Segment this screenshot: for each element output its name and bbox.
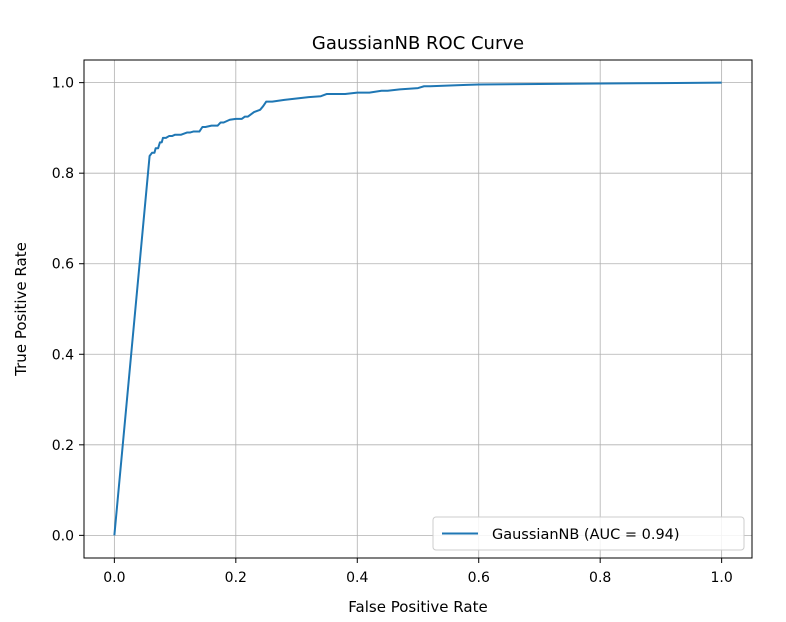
y-tick-label: 0.4 xyxy=(52,347,74,363)
x-tick-label: 0.6 xyxy=(468,570,490,586)
x-tick-label: 0.4 xyxy=(346,570,368,586)
x-tick-label: 0.0 xyxy=(103,570,125,586)
series-layer xyxy=(113,81,722,536)
legend-box xyxy=(432,516,745,551)
y-tick-label: 0.0 xyxy=(52,528,74,544)
y-axis-ticks: 0.0 0.2 0.4 0.6 0.8 1.0 xyxy=(52,76,84,544)
y-tick-label: 1.0 xyxy=(52,76,74,92)
grid-lines xyxy=(84,60,752,558)
y-tick-label: 0.8 xyxy=(52,166,74,182)
axes-frame xyxy=(83,59,753,559)
y-tick-label: 0.6 xyxy=(52,257,74,273)
y-tick-label: 0.2 xyxy=(52,438,74,454)
chart-title: GaussianNB ROC Curve xyxy=(312,33,524,54)
legend: GaussianNB (AUC = 0.94) xyxy=(432,516,745,551)
y-axis-label: True Positive Rate xyxy=(12,242,30,377)
x-axis-label: False Positive Rate xyxy=(348,598,487,616)
x-tick-label: 1.0 xyxy=(711,570,733,586)
legend-label: GaussianNB (AUC = 0.94) xyxy=(492,527,680,543)
x-tick-label: 0.2 xyxy=(225,570,247,586)
roc-curve-line xyxy=(113,81,722,536)
x-tick-label: 0.8 xyxy=(589,570,611,586)
x-axis-ticks: 0.0 0.2 0.4 0.6 0.8 1.0 xyxy=(103,558,733,586)
